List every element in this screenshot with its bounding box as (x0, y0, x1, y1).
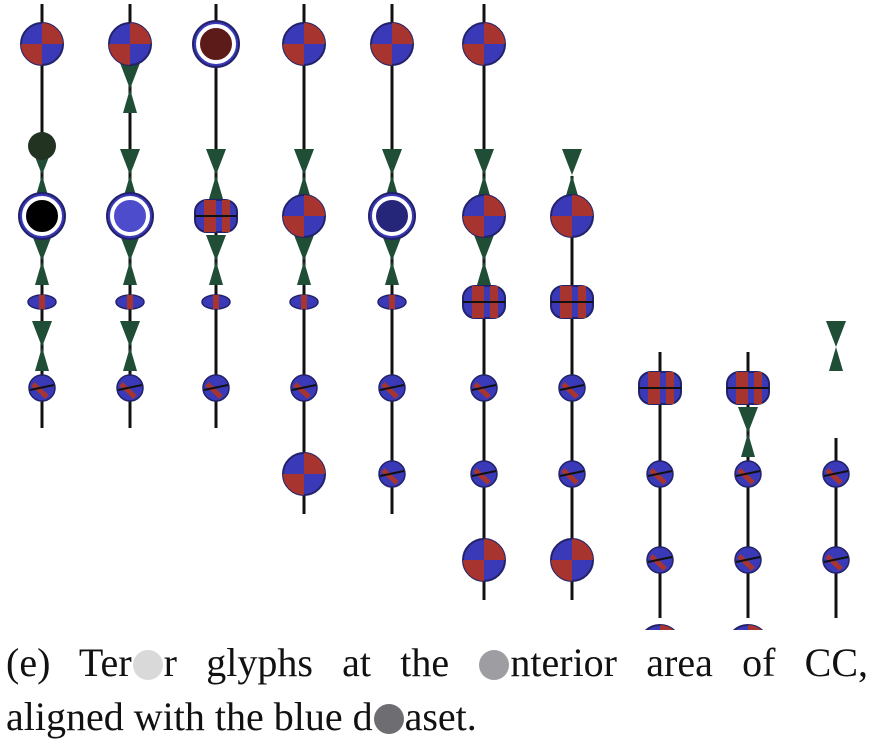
knot-glyph (558, 460, 586, 488)
cone-glyph (35, 347, 49, 371)
barrel-glyph (550, 285, 594, 319)
glyph-column (192, 4, 240, 428)
knot-glyph (202, 374, 230, 402)
glyph-column (18, 4, 66, 428)
cone-glyph (477, 261, 491, 285)
knot-glyph (734, 546, 762, 574)
knot-glyph (734, 460, 762, 488)
knot-glyph (822, 546, 850, 574)
cone-glyph (565, 175, 579, 199)
cone-glyph (32, 235, 52, 261)
barrel-glyph (726, 371, 770, 405)
ball-glyph (462, 538, 506, 582)
ring-red-glyph (192, 20, 240, 68)
cone-glyph (562, 149, 582, 175)
barrel-glyph (194, 199, 238, 233)
glyph-column (106, 4, 154, 428)
cone-glyph (297, 261, 311, 285)
ball-glyph (462, 22, 506, 66)
cone-glyph (477, 175, 491, 199)
ball-glyph (282, 194, 326, 238)
glyph-column (638, 352, 682, 630)
cone-glyph (382, 149, 402, 175)
glyph-column (282, 4, 326, 514)
flat-glyph (289, 294, 319, 310)
cone-glyph (32, 321, 52, 347)
caption-text: aset. (404, 694, 477, 739)
ball-glyph (732, 624, 764, 630)
figure-caption: (e) Ter r glyphs at the nterior area of C… (6, 636, 868, 744)
cone-glyph (123, 261, 137, 285)
flat-glyph (27, 294, 57, 310)
cone-glyph (120, 149, 140, 175)
cone-glyph (123, 89, 137, 113)
barrel-glyph (638, 371, 682, 405)
ball-glyph (370, 22, 414, 66)
knot-glyph (378, 374, 406, 402)
glyph-column (726, 352, 770, 630)
cone-glyph (294, 235, 314, 261)
knot-glyph (378, 460, 406, 488)
cone-glyph (474, 235, 494, 261)
cone-glyph (209, 175, 223, 199)
glyph-column (822, 321, 850, 618)
barrel-glyph (462, 285, 506, 319)
cone-glyph (294, 149, 314, 175)
flat-glyph (201, 294, 231, 310)
cone-glyph (123, 347, 137, 371)
cone-glyph (209, 261, 223, 285)
ring-navy-glyph (368, 192, 416, 240)
knot-glyph (470, 374, 498, 402)
cone-glyph (382, 235, 402, 261)
ball-glyph (282, 452, 326, 496)
cone-glyph (826, 321, 846, 347)
cone-glyph (738, 407, 758, 433)
cone-glyph (120, 321, 140, 347)
flat-glyph (115, 294, 145, 310)
redaction-blot (479, 650, 510, 680)
knot-glyph (290, 374, 318, 402)
knot-glyph (646, 460, 674, 488)
cone-glyph (829, 347, 843, 371)
caption-text: (e) Ter (6, 640, 132, 685)
dot-glyph (28, 132, 56, 160)
cone-glyph (206, 235, 226, 261)
cone-glyph (741, 433, 755, 457)
knot-glyph (28, 374, 56, 402)
cone-glyph (120, 63, 140, 89)
ball-glyph (462, 194, 506, 238)
cone-glyph (35, 261, 49, 285)
cone-glyph (206, 149, 226, 175)
ring-black-glyph (18, 192, 66, 240)
redaction-blot (132, 650, 163, 680)
caption-line-1: (e) Ter r glyphs at the nterior area of C… (6, 636, 868, 690)
cone-glyph (385, 261, 399, 285)
redaction-blot (373, 704, 404, 734)
ball-glyph (550, 194, 594, 238)
flat-glyph (377, 294, 407, 310)
knot-glyph (822, 460, 850, 488)
cone-glyph (120, 235, 140, 261)
glyph-column (368, 4, 416, 514)
glyph-column (462, 4, 506, 600)
knot-glyph (470, 460, 498, 488)
cone-glyph (474, 149, 494, 175)
knot-glyph (558, 374, 586, 402)
tensor-glyph-field (18, 4, 850, 630)
caption-text: r glyphs at the (163, 640, 450, 685)
knot-glyph (116, 374, 144, 402)
cone-glyph (297, 175, 311, 199)
knot-glyph (646, 546, 674, 574)
glyph-column (550, 149, 594, 600)
ball-glyph (550, 538, 594, 582)
ball-glyph (20, 22, 64, 66)
ball-glyph (282, 22, 326, 66)
caption-text: aligned with the blue d (6, 694, 373, 739)
caption-text: nterior area of CC, (510, 640, 869, 685)
ring-blue-glyph (106, 192, 154, 240)
ball-glyph (108, 22, 152, 66)
ball-glyph (644, 624, 676, 630)
caption-line-2: aligned with the blue d aset. (6, 690, 868, 744)
